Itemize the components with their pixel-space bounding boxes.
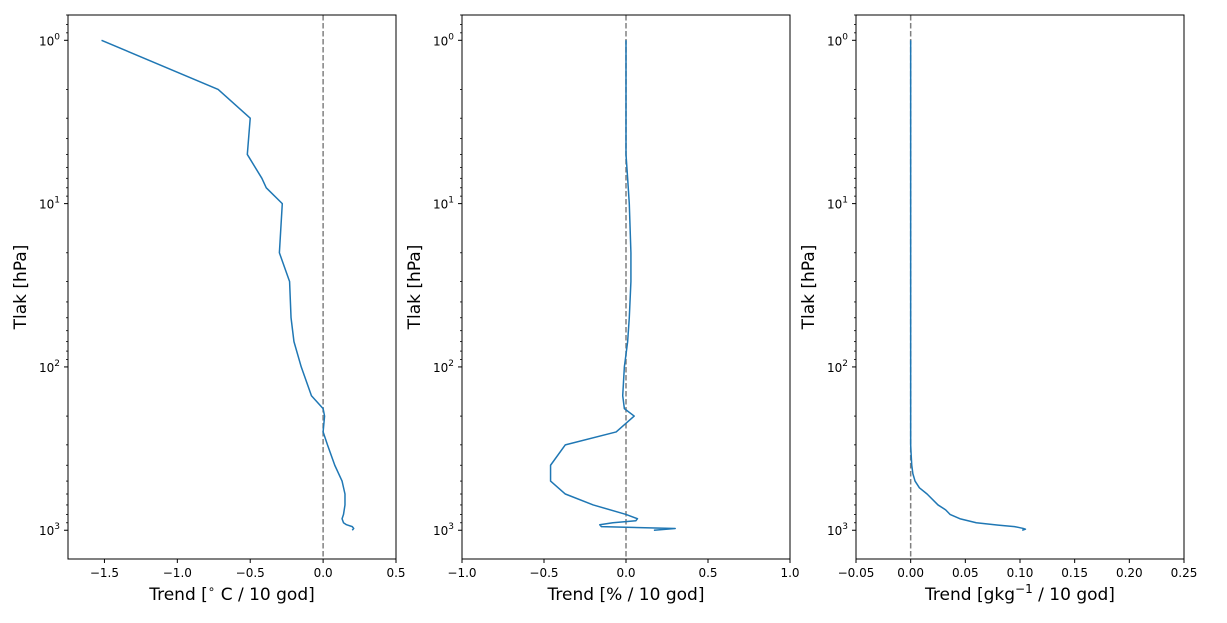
- y-tick-label: 103: [39, 522, 60, 538]
- y-tick-label: 100: [827, 32, 848, 48]
- y-tick-label: 103: [433, 522, 454, 538]
- x-tick-label: 0.00: [897, 566, 924, 580]
- x-tick-label: 0.0: [616, 566, 635, 580]
- x-tick-label: 0.25: [1171, 566, 1198, 580]
- y-tick-label: 100: [39, 32, 60, 48]
- x-tick-label: 0.5: [386, 566, 405, 580]
- x-tick-label: −0.5: [236, 566, 265, 580]
- x-axis-label: Trend [∘ C / 10 god]: [148, 582, 315, 605]
- x-tick-label: 0.5: [698, 566, 717, 580]
- x-tick-label: 0.20: [1116, 566, 1143, 580]
- axes-frame: [855, 14, 1185, 560]
- humidity-percent-trend-panel: −1.0 −0.5 0.0 0.5 1.0 100 101 102 103 Trend [% / …: [405, 14, 800, 605]
- x-tick-label: −0.5: [529, 566, 558, 580]
- x-axis-label: Trend [% / 10 god]: [547, 585, 705, 605]
- x-axis-label: Trend [gkg−1 / 10 god]: [924, 582, 1115, 605]
- trend-line: [101, 39, 355, 531]
- temperature-trend-panel: −1.5 −1.0 −0.5 0.0 0.5 100 101 102 103 Trend [∘ C…: [11, 14, 406, 605]
- y-axis-label: Tlak [hPa]: [799, 245, 819, 331]
- x-tick-label: 0.10: [1007, 566, 1034, 580]
- y-tick-label: 102: [433, 359, 454, 375]
- y-axis-label: Tlak [hPa]: [11, 245, 31, 331]
- trend-line: [909, 40, 1027, 531]
- x-tick-label: 0.05: [952, 566, 979, 580]
- y-tick-label: 102: [39, 359, 60, 375]
- y-tick-label: 101: [827, 196, 848, 212]
- y-axis-label: Tlak [hPa]: [405, 245, 425, 331]
- y-tick-label: 101: [39, 196, 60, 212]
- y-tick-label: 103: [827, 522, 848, 538]
- trend-line: [549, 40, 676, 531]
- x-tick-label: 1.0: [780, 566, 799, 580]
- x-tick-label: −1.5: [90, 566, 119, 580]
- x-tick-label: −1.0: [447, 566, 476, 580]
- specific-humidity-trend-panel: −0.05 0.00 0.05 0.10 0.15 0.20 0.25 100 101 102 10…: [799, 14, 1198, 605]
- x-tick-label: 0.0: [314, 566, 333, 580]
- x-tick-label: −0.05: [838, 566, 875, 580]
- x-tick-label: −1.0: [163, 566, 192, 580]
- y-tick-label: 101: [433, 196, 454, 212]
- y-tick-label: 100: [433, 32, 454, 48]
- y-tick-label: 102: [827, 359, 848, 375]
- x-tick-label: 0.15: [1061, 566, 1088, 580]
- axes-frame: [67, 14, 397, 560]
